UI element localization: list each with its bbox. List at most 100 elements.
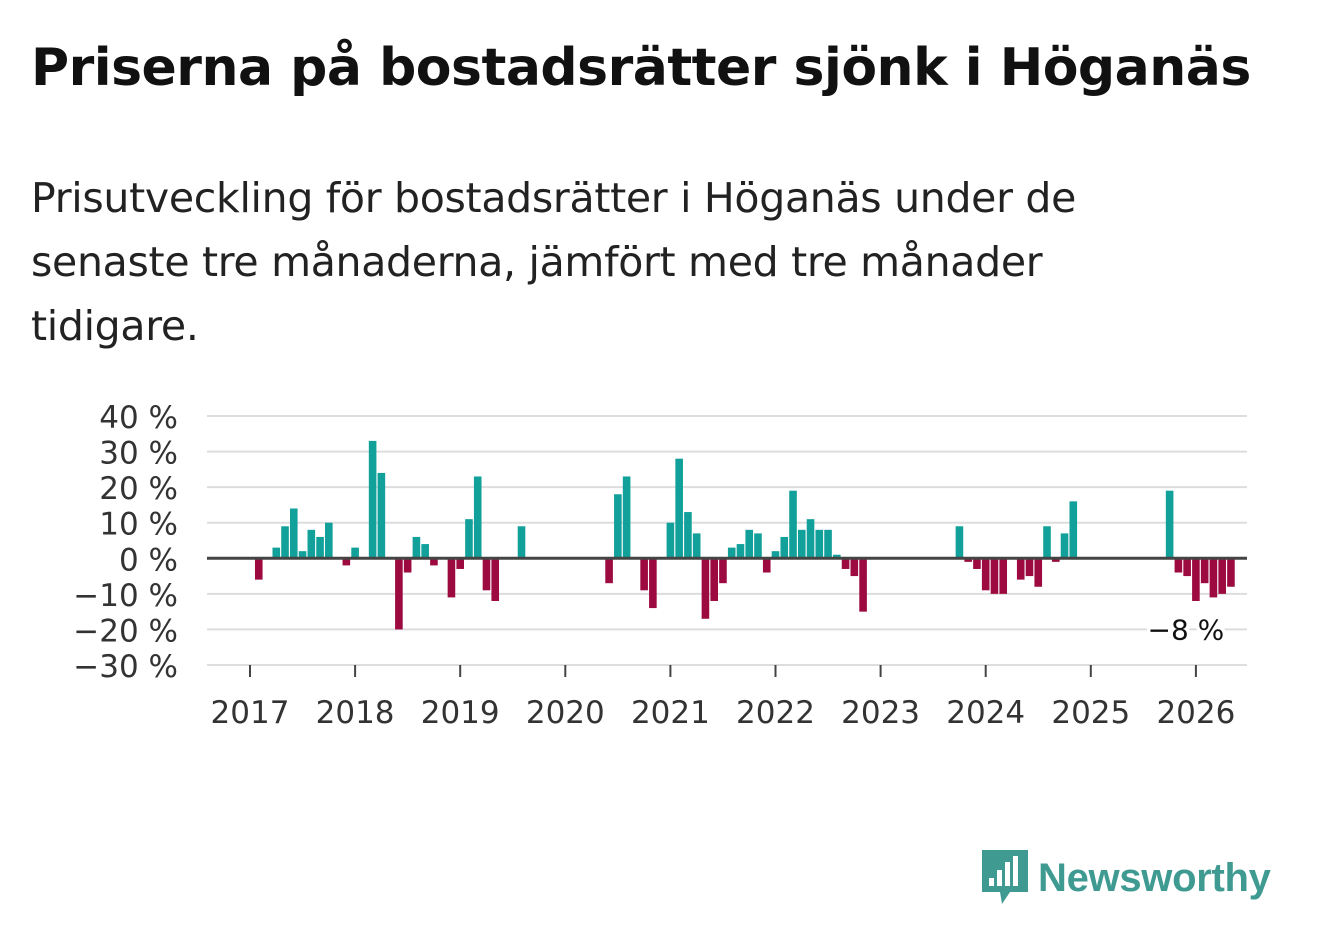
bar — [824, 529, 832, 559]
bar — [430, 558, 438, 566]
bar-chart-logo-icon — [982, 850, 1028, 904]
y-tick-label: 0 % — [119, 542, 178, 578]
bar — [999, 558, 1008, 594]
bar — [736, 544, 745, 559]
brand-name: Newsworthy — [1038, 855, 1271, 900]
y-tick-label: −30 % — [73, 649, 178, 685]
x-tick-label: 2022 — [736, 695, 815, 731]
bar — [1227, 558, 1235, 587]
bar — [272, 547, 281, 559]
bar — [368, 440, 377, 559]
bar — [710, 558, 718, 601]
chart-subtitle: Prisutveckling för bostadsrätter i Högan… — [31, 174, 1077, 350]
bar — [675, 458, 683, 559]
y-tick-label: 10 % — [99, 507, 178, 543]
bar — [745, 529, 754, 559]
logo-bar — [997, 870, 1002, 886]
logo-bar — [1005, 862, 1010, 886]
price-change-bar-chart: 40 %30 %20 %10 %0 %−10 %−20 %−30 % 2017 20… — [73, 400, 1247, 731]
bar — [981, 558, 990, 591]
bar — [1069, 501, 1078, 559]
bar — [973, 558, 981, 569]
y-tick-label: 30 % — [99, 436, 178, 472]
bar — [649, 558, 657, 609]
bar — [1192, 558, 1200, 601]
bar — [955, 526, 964, 559]
bar — [605, 558, 613, 584]
bar — [771, 551, 780, 559]
bar — [719, 558, 727, 584]
x-tick-label: 2017 — [211, 695, 290, 731]
x-tick-label: 2024 — [946, 695, 1025, 731]
y-tick-label: 20 % — [99, 471, 178, 507]
bar — [1218, 558, 1226, 594]
bar — [447, 558, 456, 598]
y-tick-label: 40 % — [99, 400, 178, 436]
x-tick-label: 2025 — [1051, 695, 1130, 731]
bar — [289, 508, 298, 559]
bar — [517, 526, 526, 559]
bar — [789, 490, 797, 559]
bar — [491, 558, 500, 601]
x-tick-label: 2023 — [841, 695, 920, 731]
x-tick-label: 2026 — [1156, 695, 1235, 731]
bar — [614, 494, 622, 559]
bar — [692, 533, 701, 559]
x-tick-label: 2018 — [316, 695, 395, 731]
bar — [482, 558, 491, 591]
bar — [254, 558, 263, 580]
bar — [640, 558, 648, 591]
bar — [762, 558, 771, 573]
bar — [754, 533, 762, 559]
bar — [964, 558, 972, 562]
bar — [666, 522, 675, 559]
bar — [833, 554, 841, 559]
bar — [701, 558, 710, 619]
bar — [1025, 558, 1034, 577]
bar — [342, 558, 351, 566]
bar — [395, 558, 403, 630]
newsworthy-logo: Newsworthy — [980, 848, 1271, 908]
bar — [473, 476, 482, 559]
bar — [1016, 558, 1025, 580]
y-tick-label: −10 % — [73, 578, 178, 614]
y-tick-label: −20 % — [73, 613, 178, 649]
x-tick-label: 2021 — [631, 695, 710, 731]
bar — [298, 551, 307, 559]
bar — [403, 558, 412, 573]
bar — [1043, 526, 1051, 559]
bar — [622, 476, 631, 559]
logo-bar — [1013, 856, 1018, 886]
bar — [815, 529, 824, 559]
last-value-annotation: −8 % — [1148, 614, 1225, 647]
bar — [465, 519, 473, 559]
bar — [351, 547, 359, 559]
bar — [850, 558, 859, 577]
logo-bar — [989, 878, 994, 886]
page-title: Priserna på bostadsrätter sjönk i Höganä… — [31, 38, 1251, 98]
bar — [780, 536, 789, 559]
bar — [412, 536, 421, 559]
bar — [1060, 533, 1069, 559]
bar — [456, 558, 464, 569]
x-tick-label: 2019 — [421, 695, 500, 731]
bar — [1209, 558, 1218, 598]
bar — [990, 558, 999, 594]
bar — [1200, 558, 1209, 584]
bar — [1165, 490, 1174, 559]
bar — [421, 544, 429, 559]
bar — [377, 472, 386, 559]
x-tick-label: 2020 — [526, 695, 605, 731]
bar — [841, 558, 850, 569]
bar — [1034, 558, 1043, 587]
bar — [727, 547, 736, 559]
bar — [1051, 558, 1060, 562]
bar — [797, 529, 806, 559]
bar — [684, 512, 692, 559]
bar — [1174, 558, 1183, 573]
bar — [307, 529, 316, 559]
bar — [1183, 558, 1191, 577]
bar — [281, 526, 289, 559]
bar — [316, 536, 324, 559]
bar — [325, 522, 333, 559]
